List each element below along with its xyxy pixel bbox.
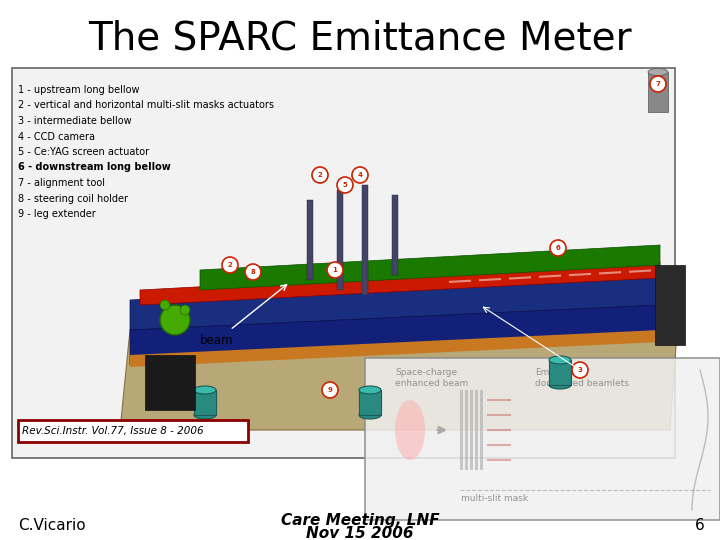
Text: Rev.Sci.Instr. Vol.77, Issue 8 - 2006: Rev.Sci.Instr. Vol.77, Issue 8 - 2006: [22, 426, 204, 436]
Text: C.Vicario: C.Vicario: [18, 517, 86, 532]
Circle shape: [160, 305, 190, 335]
Text: 9 - leg extender: 9 - leg extender: [18, 209, 96, 219]
Circle shape: [322, 382, 338, 398]
Ellipse shape: [549, 381, 571, 389]
Text: 6: 6: [556, 245, 560, 251]
Bar: [475, 390, 478, 470]
Text: 7 - alignment tool: 7 - alignment tool: [18, 178, 105, 188]
Text: 4: 4: [358, 172, 362, 178]
Bar: [337, 190, 343, 290]
Circle shape: [572, 362, 588, 378]
Text: 5 - Ce:YAG screen actuator: 5 - Ce:YAG screen actuator: [18, 147, 149, 157]
Text: 8: 8: [251, 269, 256, 275]
Text: The SPARC Emittance Meter: The SPARC Emittance Meter: [88, 19, 632, 57]
Text: Care Meeting, LNF: Care Meeting, LNF: [281, 512, 439, 528]
Circle shape: [650, 76, 666, 92]
Text: 3: 3: [577, 367, 582, 373]
Circle shape: [245, 264, 261, 280]
Text: 2 - vertical and horizontal multi-slit masks actuators: 2 - vertical and horizontal multi-slit m…: [18, 100, 274, 111]
Text: 7: 7: [656, 81, 660, 87]
Bar: [655, 265, 685, 345]
Circle shape: [550, 240, 566, 256]
Text: Emittance
dominated beamlets: Emittance dominated beamlets: [535, 368, 629, 388]
Polygon shape: [140, 262, 660, 305]
Circle shape: [180, 305, 190, 315]
Text: multi-slit mask: multi-slit mask: [462, 494, 528, 503]
Ellipse shape: [194, 386, 216, 394]
Bar: [307, 200, 313, 280]
Bar: [145, 355, 195, 410]
Text: 5: 5: [343, 182, 347, 188]
Bar: [365, 358, 720, 520]
Text: Space-charge
enhanced beam: Space-charge enhanced beam: [395, 368, 468, 388]
Bar: [194, 390, 216, 415]
Polygon shape: [200, 245, 660, 290]
Bar: [470, 390, 473, 470]
Bar: [18, 420, 248, 442]
Text: beam: beam: [200, 334, 233, 347]
Circle shape: [337, 177, 353, 193]
Bar: [480, 390, 483, 470]
Text: 1: 1: [333, 267, 338, 273]
Ellipse shape: [648, 69, 668, 76]
Polygon shape: [130, 305, 660, 365]
Bar: [549, 360, 571, 385]
Bar: [12, 68, 675, 458]
Text: 6 - downstream long bellow: 6 - downstream long bellow: [18, 163, 171, 172]
Bar: [460, 390, 463, 470]
Circle shape: [327, 262, 343, 278]
Circle shape: [160, 300, 170, 310]
Bar: [465, 390, 468, 470]
Circle shape: [352, 167, 368, 183]
Polygon shape: [130, 330, 660, 367]
Ellipse shape: [549, 356, 571, 364]
Text: Nov 15 2006: Nov 15 2006: [306, 525, 414, 540]
Ellipse shape: [395, 400, 425, 460]
Circle shape: [222, 257, 238, 273]
Circle shape: [312, 167, 328, 183]
Ellipse shape: [194, 411, 216, 419]
Text: 3 - intermediate bellow: 3 - intermediate bellow: [18, 116, 132, 126]
Polygon shape: [120, 290, 680, 430]
Ellipse shape: [359, 411, 381, 419]
Text: 2: 2: [318, 172, 323, 178]
Bar: [362, 185, 368, 295]
Text: 6: 6: [696, 517, 705, 532]
Bar: [359, 390, 381, 415]
Bar: [392, 195, 398, 275]
Ellipse shape: [359, 386, 381, 394]
Text: 1 - upstream long bellow: 1 - upstream long bellow: [18, 85, 140, 95]
Text: 2: 2: [228, 262, 233, 268]
Text: 4 - CCD camera: 4 - CCD camera: [18, 132, 95, 141]
Text: 9: 9: [328, 387, 333, 393]
Text: 8 - steering coil holder: 8 - steering coil holder: [18, 193, 128, 204]
Polygon shape: [130, 270, 660, 330]
Bar: [648, 72, 668, 112]
